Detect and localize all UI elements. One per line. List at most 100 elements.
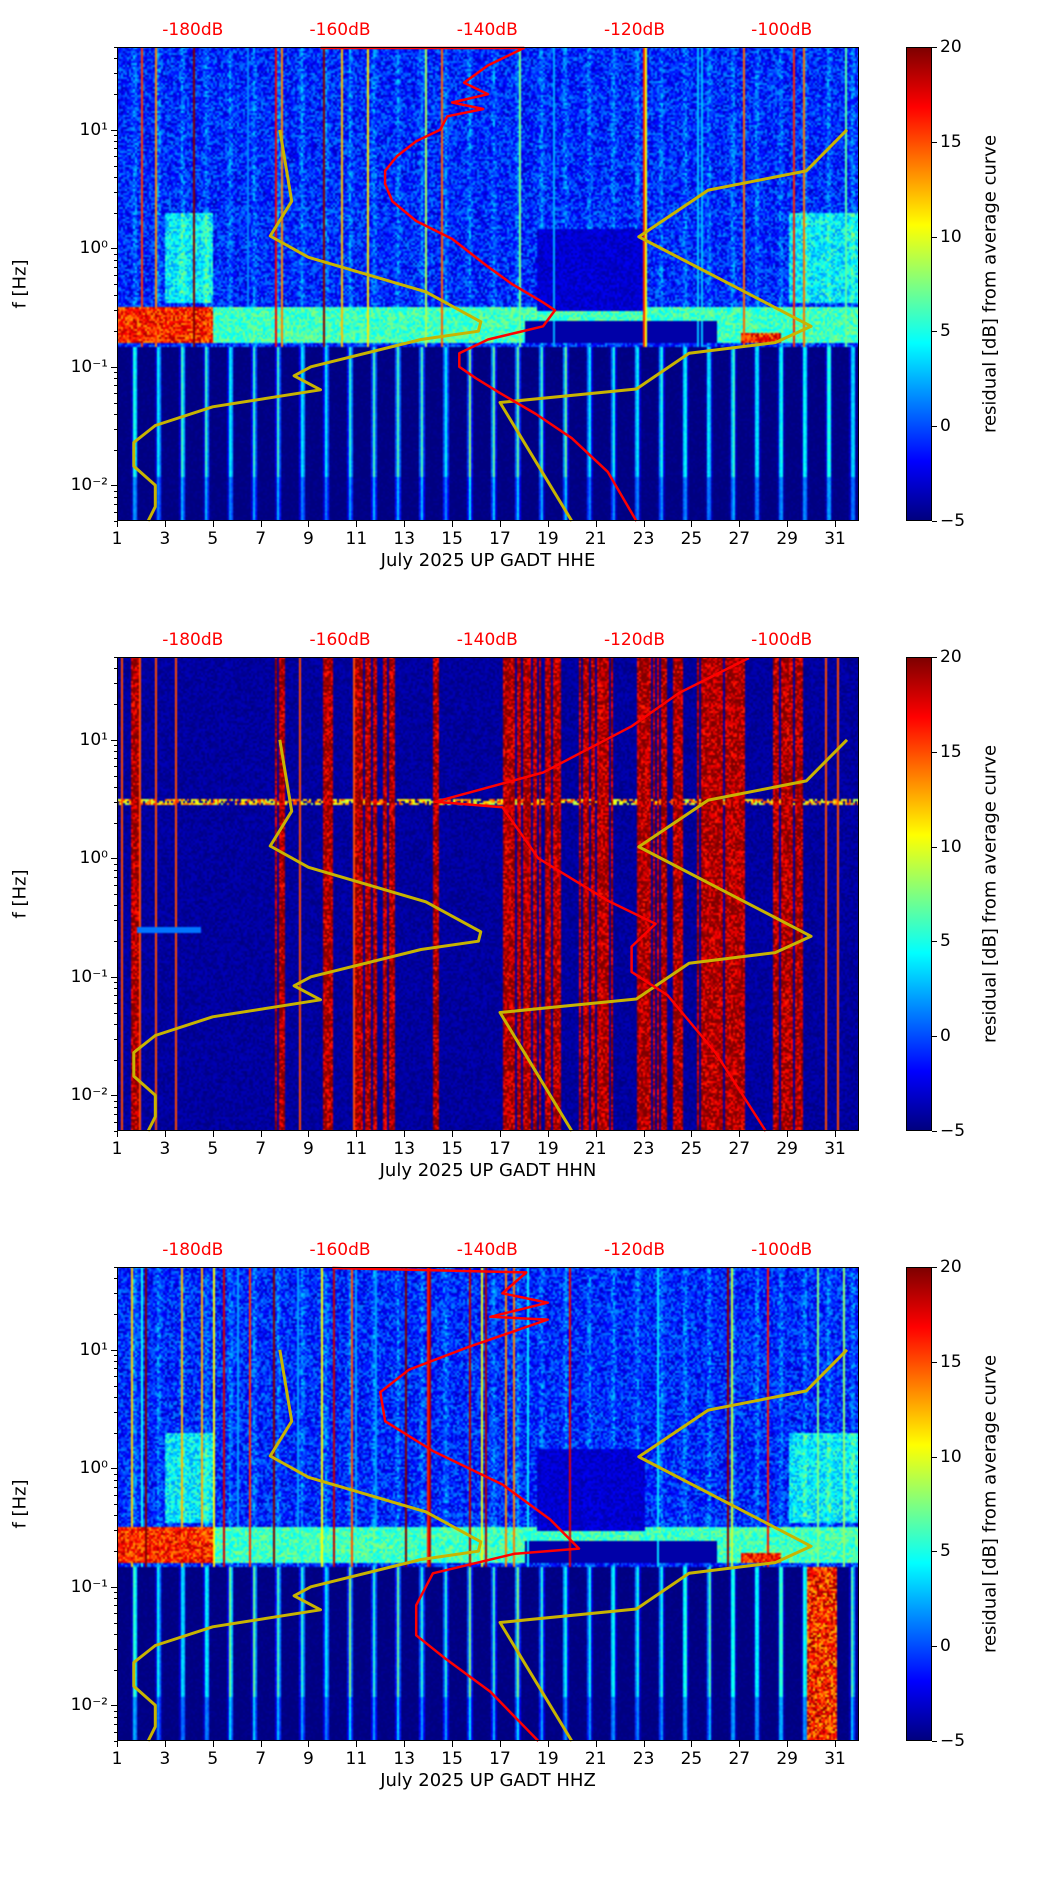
colorbar-tick-label: 20 (940, 37, 962, 57)
x-tick-mark (691, 1741, 693, 1747)
y-minor-tick (114, 310, 117, 312)
x-tick-label: 21 (584, 1749, 607, 1769)
y-minor-tick (114, 47, 117, 48)
x-axis-label: July 2025 UP GADT HHN (379, 1160, 597, 1181)
top-db-tick-label: -140dB (456, 1240, 518, 1260)
low-noise-model-curve (132, 739, 483, 1132)
y-minor-tick (114, 58, 117, 60)
y-minor-tick (114, 1633, 117, 1635)
x-tick-mark (547, 1131, 549, 1137)
y-tick-label: 10⁰ (79, 238, 108, 259)
y-minor-tick (114, 745, 117, 747)
y-minor-tick (114, 1023, 117, 1025)
colorbar-tick-label: 15 (940, 131, 962, 152)
y-minor-tick (114, 1113, 117, 1115)
top-db-tick-label: -160dB (309, 1240, 371, 1260)
y-minor-tick (114, 1314, 117, 1316)
colorbar-tick-label: 5 (940, 321, 951, 342)
y-minor-tick (114, 786, 117, 788)
x-tick-label: 29 (776, 1749, 799, 1769)
colorbar-tick-mark (932, 1456, 937, 1458)
y-minor-tick (114, 511, 117, 513)
x-tick-label: 3 (159, 529, 171, 549)
colorbar-tick-mark (932, 521, 937, 522)
y-minor-tick (114, 135, 117, 137)
colorbar-tick-label: 0 (940, 1026, 951, 1047)
y-minor-tick (114, 331, 117, 333)
y-minor-tick (114, 1741, 117, 1742)
x-tick-mark (260, 1741, 262, 1747)
y-minor-tick (114, 266, 117, 268)
colorbar-tick-mark (932, 1131, 937, 1132)
y-minor-tick (114, 1605, 117, 1607)
spectrogram-plot (117, 46, 859, 522)
x-tick-mark (787, 521, 789, 527)
colorbar-tick-mark (932, 751, 937, 753)
x-tick-mark (835, 1741, 837, 1747)
y-minor-tick (114, 876, 117, 878)
colorbar-tick-label: −5 (940, 1121, 966, 1141)
x-tick-label: 1 (111, 1139, 123, 1159)
colorbar-label: residual [dB] from average curve (979, 134, 1001, 434)
top-db-tick-label: -100dB (751, 20, 813, 40)
x-tick-mark (452, 1741, 454, 1747)
y-minor-tick (114, 905, 117, 907)
spectrogram-plot (117, 1266, 859, 1742)
x-tick-mark (691, 1131, 693, 1137)
colorbar-tick-label: 15 (940, 1351, 962, 1372)
x-tick-label: 9 (303, 1749, 314, 1769)
y-tick-mark (111, 739, 117, 741)
high-noise-model-curve (498, 738, 849, 1132)
y-minor-tick (114, 894, 117, 895)
y-minor-tick (114, 1278, 117, 1280)
y-minor-tick (114, 1515, 117, 1517)
y-minor-tick (114, 869, 117, 871)
x-tick-label: 13 (393, 529, 416, 549)
x-tick-mark (452, 1131, 454, 1137)
y-tick-label: 10¹ (79, 119, 108, 140)
y-tick-label: 10⁻¹ (70, 1576, 108, 1597)
top-db-tick-label: -100dB (751, 630, 813, 650)
panel-hhe: 1 3 5 7 9 11 13 15 17 19 21 23 25 27 29 31 10¹ 10⁰ 10⁻¹ 10⁻… (0, 20, 1052, 657)
y-tick-label: 10⁻² (70, 1085, 108, 1106)
y-tick-mark (111, 248, 117, 250)
colorbar-tick-mark (932, 846, 937, 848)
y-minor-tick (114, 1361, 117, 1363)
x-tick-label: 11 (345, 1139, 368, 1159)
low-noise-model-curve (132, 129, 483, 522)
y-tick-label: 10⁻¹ (70, 356, 108, 377)
x-tick-label: 1 (111, 529, 123, 549)
x-tick-mark (117, 1131, 118, 1137)
y-tick-mark (111, 366, 117, 368)
y-minor-tick (114, 1598, 117, 1600)
y-minor-tick (114, 402, 117, 404)
x-tick-mark (404, 521, 406, 527)
colorbar-tick-mark (932, 331, 937, 333)
y-minor-tick (114, 1613, 117, 1615)
x-tick-label: 17 (489, 1749, 511, 1769)
x-tick-label: 25 (680, 1749, 703, 1769)
x-tick-label: 27 (728, 1139, 751, 1159)
x-tick-label: 9 (303, 529, 314, 549)
y-minor-tick (114, 1106, 117, 1108)
y-minor-tick (114, 1396, 117, 1398)
y-minor-tick (114, 1494, 117, 1496)
y-minor-tick (114, 490, 117, 492)
colorbar-tick-label: 5 (940, 1541, 951, 1562)
y-tick-mark (111, 1095, 117, 1097)
y-minor-tick (114, 141, 117, 143)
x-tick-mark (739, 1741, 741, 1747)
x-tick-label: 23 (632, 1139, 655, 1159)
top-db-tick-label: -160dB (309, 630, 371, 650)
y-tick-mark (111, 1586, 117, 1588)
colorbar (906, 657, 932, 1131)
y-minor-tick (114, 73, 117, 75)
y-minor-tick (114, 295, 117, 297)
x-tick-mark (356, 521, 358, 527)
y-minor-tick (114, 449, 117, 451)
colorbar-tick-label: 15 (940, 741, 962, 762)
x-tick-mark (643, 1741, 645, 1747)
y-minor-tick (114, 212, 117, 214)
y-minor-tick (114, 1411, 117, 1413)
colorbar-tick-mark (932, 1741, 937, 1742)
